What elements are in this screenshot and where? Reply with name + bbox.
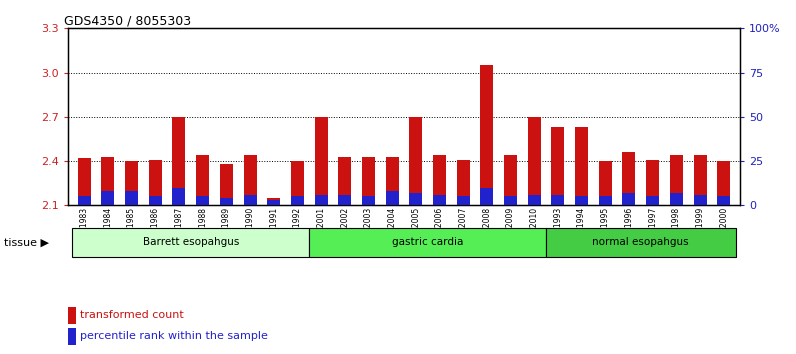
Bar (693, 195, 707, 205)
Bar (409, 193, 423, 205)
Bar (125, 191, 139, 205)
Bar (196, 155, 209, 205)
Bar (433, 155, 446, 205)
Bar (173, 188, 185, 205)
Bar (362, 196, 375, 205)
Bar (101, 191, 115, 205)
Bar (78, 196, 91, 205)
Text: tissue ▶: tissue ▶ (4, 238, 49, 247)
Bar (504, 155, 517, 205)
Bar (385, 157, 399, 205)
Bar (552, 127, 564, 205)
Bar (267, 198, 280, 205)
Bar (314, 117, 328, 205)
Bar (196, 196, 209, 205)
Bar (669, 193, 683, 205)
Bar (385, 191, 399, 205)
Bar (220, 164, 233, 205)
Bar (575, 127, 588, 205)
Bar (622, 193, 635, 205)
Bar (433, 195, 446, 205)
Bar (244, 195, 256, 205)
Bar (362, 157, 375, 205)
FancyBboxPatch shape (546, 228, 736, 257)
Bar (504, 196, 517, 205)
Text: transformed count: transformed count (80, 310, 184, 320)
Bar (291, 196, 304, 205)
Bar (338, 157, 351, 205)
Bar (314, 195, 328, 205)
Text: normal esopahgus: normal esopahgus (592, 238, 689, 247)
Bar (125, 161, 139, 205)
Text: Barrett esopahgus: Barrett esopahgus (142, 238, 239, 247)
FancyBboxPatch shape (309, 228, 546, 257)
Bar (599, 161, 612, 205)
Bar (575, 196, 588, 205)
Bar (68, 307, 76, 324)
Bar (528, 117, 540, 205)
Text: percentile rank within the sample: percentile rank within the sample (80, 331, 267, 341)
Bar (646, 196, 659, 205)
Bar (457, 196, 470, 205)
Bar (409, 117, 423, 205)
Bar (457, 160, 470, 205)
Bar (717, 161, 730, 205)
Bar (68, 328, 76, 345)
Bar (480, 188, 494, 205)
Bar (78, 158, 91, 205)
Bar (622, 152, 635, 205)
FancyBboxPatch shape (72, 228, 309, 257)
Bar (267, 200, 280, 205)
Bar (220, 198, 233, 205)
Bar (480, 65, 494, 205)
Bar (149, 160, 162, 205)
Bar (291, 161, 304, 205)
Bar (669, 155, 683, 205)
Bar (173, 117, 185, 205)
Bar (528, 195, 540, 205)
Bar (338, 195, 351, 205)
Text: GDS4350 / 8055303: GDS4350 / 8055303 (64, 14, 191, 27)
Text: gastric cardia: gastric cardia (392, 238, 463, 247)
Bar (646, 160, 659, 205)
Bar (717, 196, 730, 205)
Bar (244, 155, 256, 205)
Bar (693, 155, 707, 205)
Bar (149, 196, 162, 205)
Bar (101, 157, 115, 205)
Bar (599, 196, 612, 205)
Bar (552, 195, 564, 205)
